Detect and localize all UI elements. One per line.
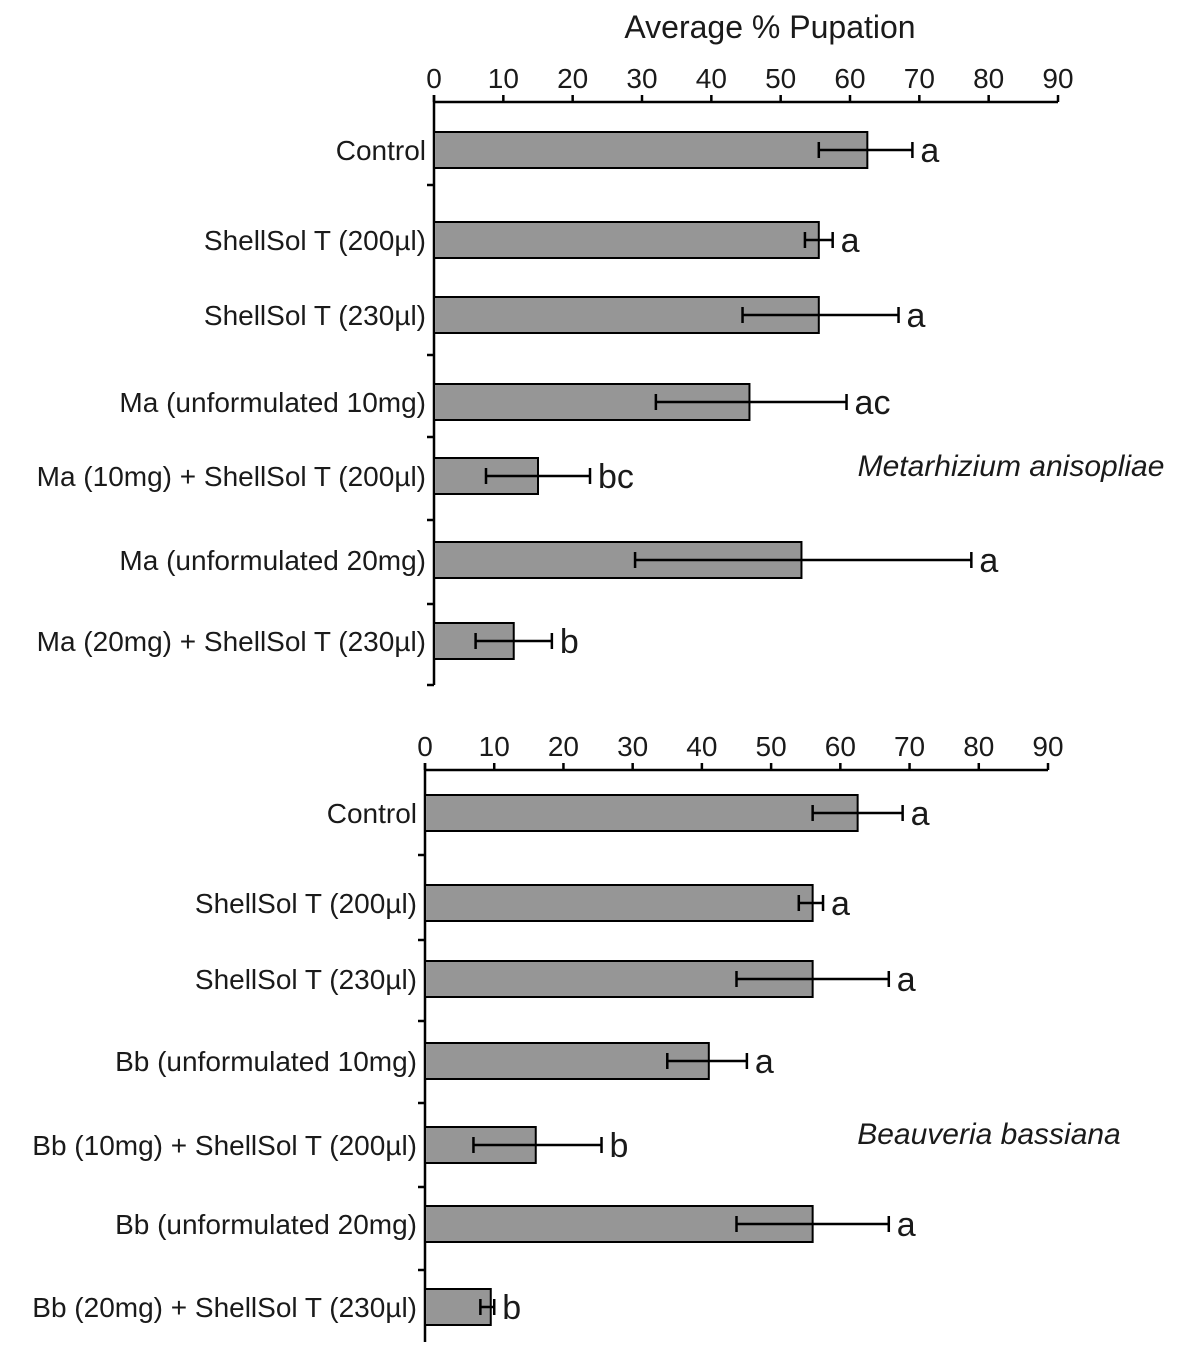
chart2-category-label: Bb (unformulated 10mg) bbox=[115, 1046, 417, 1077]
chart1-x-tick-label: 80 bbox=[973, 63, 1004, 94]
chart1-significance-letter: a bbox=[907, 297, 926, 335]
chart1-species-label: Metarhizium anisopliae bbox=[858, 450, 1165, 483]
chart2-significance-letter: a bbox=[755, 1043, 774, 1081]
chart1-x-tick-label: 30 bbox=[626, 63, 657, 94]
chart2-x-tick-label: 0 bbox=[417, 731, 433, 762]
chart2-bar bbox=[424, 794, 859, 832]
chart2-x-tick-label: 40 bbox=[686, 731, 717, 762]
chart2-bar bbox=[424, 884, 814, 922]
chart2-significance-letter: a bbox=[911, 795, 930, 833]
chart1-significance-letter: bc bbox=[598, 458, 634, 496]
chart2-x-tick-label: 80 bbox=[963, 731, 994, 762]
chart2-category-label: Bb (10mg) + ShellSol T (200µl) bbox=[32, 1130, 417, 1161]
chart1-bar bbox=[433, 221, 820, 259]
chart1-x-tick-label: 10 bbox=[488, 63, 519, 94]
chart2-significance-letter: b bbox=[610, 1127, 629, 1165]
chart2-x-tick-label: 20 bbox=[548, 731, 579, 762]
chart1-x-tick-label: 60 bbox=[834, 63, 865, 94]
chart2-category-label: ShellSol T (230µl) bbox=[195, 964, 417, 995]
chart2-category-label: ShellSol T (200µl) bbox=[195, 888, 417, 919]
chart1-category-label: Ma (unformulated 10mg) bbox=[119, 387, 426, 418]
chart1-bar bbox=[433, 131, 869, 169]
chart1-significance-letter: a bbox=[979, 542, 998, 580]
chart1-axis-title: Average % Pupation bbox=[624, 9, 915, 45]
chart2-x-tick-label: 60 bbox=[825, 731, 856, 762]
chart1-significance-letter: b bbox=[560, 623, 579, 661]
chart1-category-label: ShellSol T (230µl) bbox=[204, 300, 426, 331]
chart2-x-tick-label: 90 bbox=[1032, 731, 1063, 762]
chart1-x-tick-label: 0 bbox=[426, 63, 442, 94]
chart1-category-label: ShellSol T (200µl) bbox=[204, 225, 426, 256]
chart1-bar bbox=[433, 622, 515, 660]
chart1-significance-letter: a bbox=[920, 132, 939, 170]
chart2-category-label: Bb (unformulated 20mg) bbox=[115, 1209, 417, 1240]
chart2-category-label: Control bbox=[327, 798, 417, 829]
chart2-x-tick-label: 70 bbox=[894, 731, 925, 762]
chart2-species-label: Beauveria bassiana bbox=[857, 1118, 1121, 1151]
chart2-significance-letter: a bbox=[897, 961, 916, 999]
chart1-significance-letter: ac bbox=[855, 384, 891, 422]
chart2-significance-letter: a bbox=[831, 885, 850, 923]
chart1-x-tick-label: 20 bbox=[557, 63, 588, 94]
chart1-x-tick-label: 40 bbox=[696, 63, 727, 94]
chart1-significance-letter: a bbox=[841, 222, 860, 260]
chart2-x-tick-label: 10 bbox=[479, 731, 510, 762]
chart2-significance-letter: a bbox=[897, 1206, 916, 1244]
chart1-x-tick-label: 90 bbox=[1042, 63, 1073, 94]
chart2-category-label: Bb (20mg) + ShellSol T (230µl) bbox=[32, 1292, 417, 1323]
chart2-x-tick-label: 30 bbox=[617, 731, 648, 762]
chart1-category-label: Ma (unformulated 20mg) bbox=[119, 545, 426, 576]
chart1-category-label: Ma (20mg) + ShellSol T (230µl) bbox=[37, 626, 426, 657]
chart2-x-tick-label: 50 bbox=[756, 731, 787, 762]
chart1-category-label: Ma (10mg) + ShellSol T (200µl) bbox=[37, 461, 426, 492]
chart2-significance-letter: b bbox=[502, 1289, 521, 1327]
chart1-x-tick-label: 50 bbox=[765, 63, 796, 94]
chart1-category-label: Control bbox=[336, 135, 426, 166]
chart2-bar bbox=[424, 1288, 492, 1326]
chart1-x-tick-label: 70 bbox=[904, 63, 935, 94]
